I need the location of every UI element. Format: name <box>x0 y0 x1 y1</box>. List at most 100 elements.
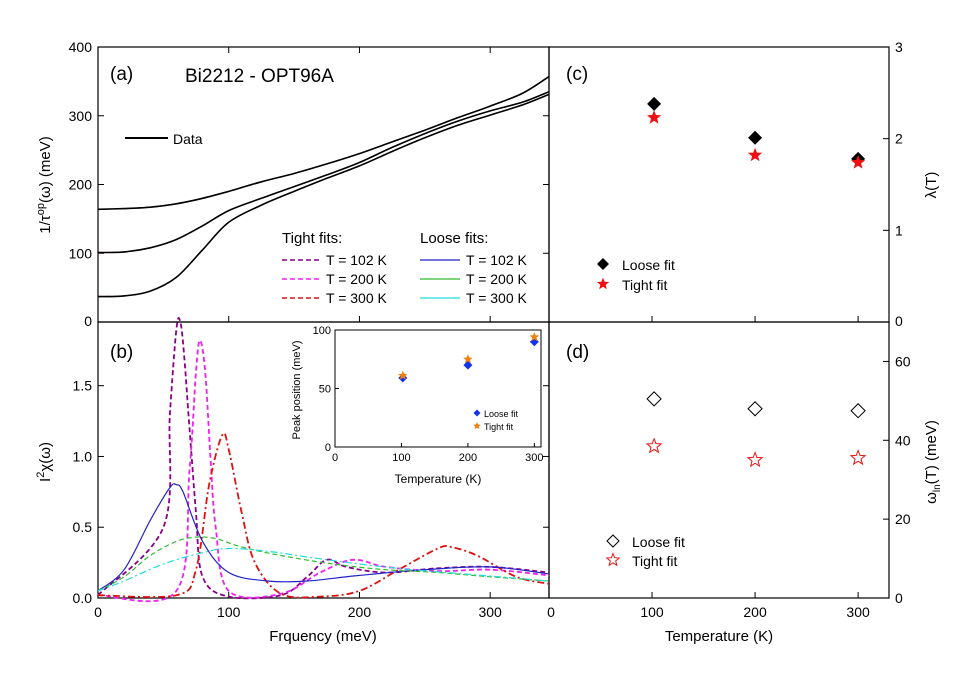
inset-ytick-label: 0 <box>325 442 331 454</box>
panel-b-ylabel: I2χ(ω) <box>35 442 54 482</box>
panel-c-legend-tight-text: Tight fit <box>622 277 667 293</box>
panel-d-ytick-label: 40 <box>895 432 911 448</box>
tick-marks <box>97 46 889 599</box>
panel-b-xtick-label: 200 <box>348 604 372 620</box>
inset-tight-point-1 <box>463 354 473 364</box>
panel-b-ytick-label: 0.5 <box>73 519 93 535</box>
panel-d-frame <box>548 321 890 599</box>
panel-d-loose-point-2 <box>850 403 866 419</box>
panel-a-loose-fit-line-1 <box>97 91 550 254</box>
panel-a-tight-fit-line-0 <box>97 76 550 210</box>
inset-ytick-label: 100 <box>313 325 331 337</box>
panel-a-ytick-label: 300 <box>69 108 93 124</box>
panel-b-ylabel-tail: χ(ω) <box>37 442 54 472</box>
panel-d-legend-tight-marker <box>605 552 621 567</box>
panel-a-title: Bi2212 - OPT96A <box>185 66 334 87</box>
panel-b-xtick-label: 100 <box>217 604 241 620</box>
panel-b-xtick-label: 300 <box>478 604 502 620</box>
inset-legend-loose-marker <box>473 409 481 417</box>
panel-c-frame <box>548 46 890 323</box>
panel-c-ytick-label: 3 <box>895 39 903 55</box>
panel-b-line-5 <box>97 547 550 592</box>
panel-a-data-line-2 <box>97 93 550 298</box>
panel-d-ytick-label: 20 <box>895 511 911 527</box>
panel-d-xtick-label: 300 <box>846 604 870 620</box>
inset-legend-loose-text: Loose fit <box>484 409 519 419</box>
inset-tight-point-0 <box>398 370 408 380</box>
series-layer <box>97 75 867 603</box>
panel-a-ylabel-main: 1/τ <box>37 215 54 234</box>
panel-b-ylabel-main: I <box>37 478 54 482</box>
panel-d-ytick-label: 60 <box>895 353 911 369</box>
panel-d-legend-loose-marker <box>606 534 620 548</box>
panel-b-line-2 <box>97 432 550 599</box>
panel-b-ytick-label: 0.0 <box>73 590 93 606</box>
panel-c-tight-point-2 <box>851 155 866 169</box>
panel-c-tight-point-1 <box>747 147 763 162</box>
inset-ytick-label: 50 <box>319 384 331 396</box>
panel-d-label: (d) <box>566 342 589 363</box>
panel-b-label: (b) <box>110 342 133 363</box>
panel-d-ylabel-sub: ln <box>932 484 943 492</box>
inset-legend-tight-text: Tight fit <box>484 422 514 432</box>
panel-a-ytick-label: 100 <box>69 245 93 261</box>
legend-tight-300-text: T = 300 K <box>326 290 388 306</box>
inset-xtick-label: 300 <box>525 452 543 464</box>
panel-b-line-4 <box>97 536 550 592</box>
panel-d-legend-loose-text: Loose fit <box>632 534 685 550</box>
loose-fits-header: Loose fits: <box>420 230 488 247</box>
panel-d-ylabel-tail: (T) (meV) <box>923 420 940 484</box>
panel-d-loose-point-1 <box>747 401 763 417</box>
panel-a-ytick-label: 0 <box>84 313 92 329</box>
panel-c-ytick-label: 1 <box>895 222 903 238</box>
panel-a-label: (a) <box>110 64 133 85</box>
panel-b-line-1 <box>97 339 550 603</box>
panel-a-tight-fit-line-1 <box>97 91 550 254</box>
inset-frame <box>334 329 542 448</box>
panel-d-xtick-label: 200 <box>743 604 767 620</box>
panel-d-xtick-label: 0 <box>547 604 555 620</box>
legend-data-text: Data <box>173 131 203 147</box>
panel-d-xtick-label: 100 <box>640 604 664 620</box>
inset-xtick-label: 0 <box>332 452 338 464</box>
panel-d-tight-point-1 <box>746 451 764 468</box>
inset-legend-tight-marker <box>473 422 481 430</box>
panel-c-ytick-label: 0 <box>895 313 903 329</box>
panel-d-ylabel: ωln(T) (meV) <box>923 420 943 504</box>
panel-c-ylabel: λ(T) <box>923 172 940 199</box>
inset-tight-point-2 <box>529 332 540 342</box>
panel-a-data-line-1 <box>97 90 550 254</box>
panel-a-ytick-label: 400 <box>69 39 93 55</box>
inset-xlabel: Temperature (K) <box>395 472 482 486</box>
panel-b-xtick-label: 0 <box>94 604 102 620</box>
panel-b-ylabel-sup: 2 <box>35 472 47 478</box>
legend-loose-102-text: T = 102 K <box>466 252 528 268</box>
panel-b-ytick-label: 1.0 <box>73 448 93 464</box>
panel-c-loose-point-1 <box>748 130 763 145</box>
panel-b-line-3 <box>97 483 550 592</box>
panel-c-tight-point-0 <box>647 110 662 124</box>
panel-b-xlabel: Frquency (meV) <box>269 628 377 645</box>
legend-loose-300-text: T = 300 K <box>466 290 528 306</box>
panel-d-loose-point-0 <box>646 391 662 407</box>
panel-c-legend-tight-marker <box>596 277 610 290</box>
panel-a-ylabel-tail: (ω) (meV) <box>37 136 54 203</box>
panel-d-legend-tight-text: Tight fit <box>632 553 677 569</box>
panel-d-xlabel: Temperature (K) <box>665 628 773 645</box>
panel-b-ytick-label: 1.5 <box>73 378 93 394</box>
panel-c-label: (c) <box>566 64 588 85</box>
panel-a-ylabel-sup: op <box>35 203 47 215</box>
panel-d-ylabel-main: ω <box>923 492 940 504</box>
panel-c-legend-loose-marker <box>597 258 609 270</box>
panel-a-data-line-0 <box>97 75 550 211</box>
panel-a-ytick-label: 200 <box>69 177 93 193</box>
tight-fits-header: Tight fits: <box>282 230 342 247</box>
panel-d-ytick-label: 0 <box>895 590 903 606</box>
legend-tight-200-text: T = 200 K <box>326 271 388 287</box>
legend-loose-200-text: T = 200 K <box>466 271 528 287</box>
panel-d-tight-point-0 <box>645 437 663 454</box>
inset-ylabel: Peak position (meV) <box>291 340 303 439</box>
inset-xtick-label: 200 <box>459 452 477 464</box>
